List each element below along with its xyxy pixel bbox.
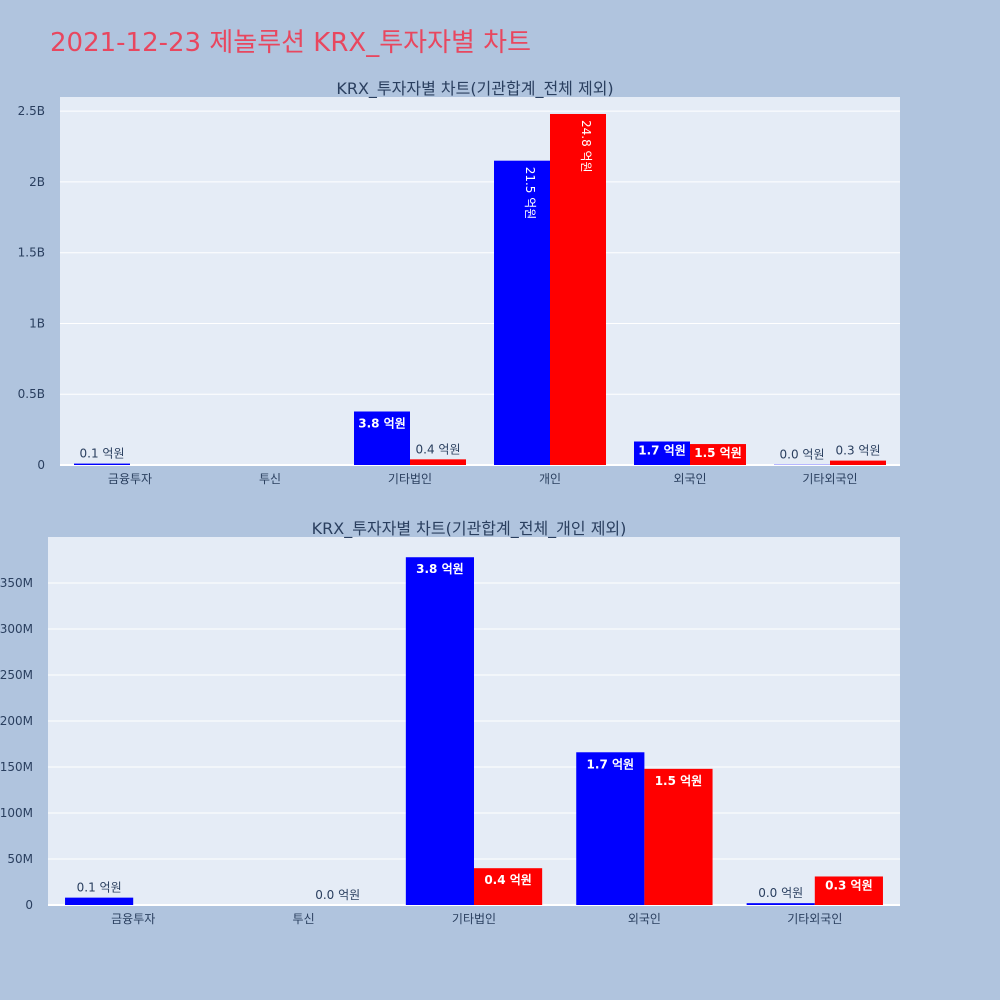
data-label: 0.1 억원 (80, 447, 125, 461)
y-tick-label: 0 (37, 458, 45, 472)
y-tick-label: 2B (29, 175, 45, 189)
y-tick-label: 150M (0, 760, 33, 774)
data-label: 1.7 억원 (587, 757, 635, 771)
x-tick-label: 기타법인 (388, 472, 432, 486)
bar (634, 441, 690, 465)
data-label: 0.3 억원 (825, 878, 873, 892)
y-tick-label: 50M (7, 852, 33, 866)
x-tick-label: 기타외국인 (802, 472, 857, 486)
data-label: 1.5 억원 (655, 774, 703, 788)
bar (830, 460, 886, 465)
data-label: 0.4 억원 (484, 873, 532, 887)
data-label: 0.3 억원 (836, 444, 881, 458)
y-tick-label: 200M (0, 714, 33, 728)
data-label: 21.5 억원 (523, 167, 537, 220)
bar (405, 557, 474, 905)
data-label: 3.8 억원 (416, 562, 464, 576)
y-tick-label: 0 (25, 898, 33, 912)
data-label: 0.4 억원 (416, 442, 461, 456)
data-label: 0.0 억원 (315, 888, 360, 902)
data-label: 3.8 억원 (358, 416, 406, 430)
data-label: 24.8 억원 (579, 120, 593, 173)
y-tick-label: 0.5B (18, 387, 45, 401)
data-label: 1.7 억원 (638, 444, 686, 458)
bar (550, 113, 606, 465)
bar (644, 768, 713, 905)
bar (74, 463, 130, 465)
bar (814, 876, 883, 905)
y-tick-label: 1B (29, 316, 45, 330)
x-tick-label: 개인 (539, 472, 561, 486)
bar (65, 897, 134, 905)
y-tick-label: 2.5B (18, 104, 45, 118)
y-tick-label: 350M (0, 576, 33, 590)
x-tick-label: 투신 (259, 472, 281, 486)
plot-area-1 (60, 97, 900, 465)
y-tick-label: 100M (0, 806, 33, 820)
x-tick-label: 투신 (293, 912, 315, 926)
x-tick-label: 기타법인 (452, 912, 496, 926)
bar (354, 411, 410, 465)
chart-title: KRX_투자자별 차트(기관합계_전체 제외) (336, 79, 613, 99)
y-tick-label: 250M (0, 668, 33, 682)
y-tick-label: 1.5B (18, 246, 45, 260)
y-tick-label: 300M (0, 622, 33, 636)
chart-title: KRX_투자자별 차트(기관합계_전체_개인 제외) (312, 519, 627, 539)
bar (410, 459, 466, 465)
data-label: 0.0 억원 (780, 448, 825, 462)
data-label: 0.1 억원 (77, 881, 122, 895)
bar (690, 444, 746, 465)
bar (474, 868, 543, 905)
bar (576, 752, 645, 905)
x-tick-label: 기타외국인 (787, 912, 842, 926)
bar (494, 160, 550, 465)
data-label: 1.5 억원 (694, 446, 742, 460)
page-title: 2021-12-23 제놀루션 KRX_투자자별 차트 (50, 28, 532, 58)
x-tick-label: 금융투자 (108, 472, 152, 486)
x-tick-label: 외국인 (628, 912, 661, 926)
x-tick-label: 외국인 (673, 472, 706, 486)
bar (746, 903, 815, 905)
data-label: 0.0 억원 (758, 886, 803, 900)
x-tick-label: 금융투자 (111, 912, 155, 926)
